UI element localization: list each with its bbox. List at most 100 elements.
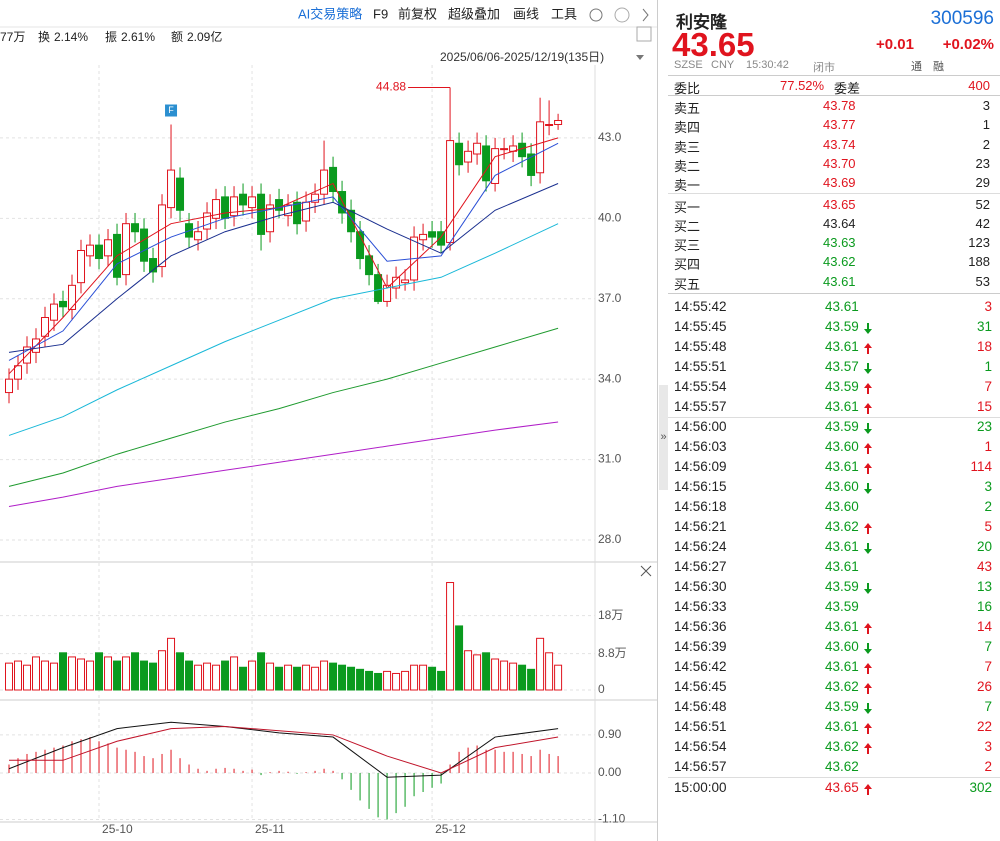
tick-price: 43.65 — [825, 780, 859, 795]
book-price: 43.62 — [823, 254, 856, 270]
volume-bar — [302, 664, 311, 691]
help-icon[interactable] — [614, 7, 630, 23]
panel-rule — [668, 95, 1000, 96]
volume-bar — [464, 650, 473, 691]
candle-body — [167, 169, 176, 209]
volume-bar — [23, 664, 32, 691]
moving-average — [8, 183, 559, 353]
book-price: 43.64 — [823, 215, 856, 231]
tick-arrow — [864, 442, 872, 454]
volume-bar — [122, 656, 131, 691]
tick-time: 14:55:45 — [674, 319, 727, 334]
tick-arrow — [864, 542, 872, 554]
last-price: 43.65 — [672, 26, 755, 63]
volume-bar — [50, 662, 59, 691]
annotation-text: F — [168, 105, 174, 115]
toolbar-item[interactable]: 超级叠加 — [448, 6, 500, 21]
tick-arrow — [864, 742, 872, 754]
volume-bar — [392, 672, 401, 691]
candle-body — [347, 209, 356, 233]
quote-panel: 利安隆 300596 43.65 +0.01 +0.02% SZSE CNY 15:30:42… — [668, 0, 1000, 841]
tick-time: 14:56:42 — [674, 659, 727, 674]
tick-time: 14:55:57 — [674, 399, 727, 414]
badge[interactable]: 融 — [933, 61, 944, 73]
y-tick-label: 18万 — [598, 608, 623, 622]
volume-bar — [446, 582, 455, 691]
tick-arrow — [864, 422, 872, 434]
volume-bar — [455, 625, 464, 691]
candle-body — [338, 191, 347, 214]
candle-body — [383, 284, 392, 302]
expand-icon[interactable] — [642, 8, 649, 22]
volume-bar — [491, 658, 500, 691]
ratio-label: 委比 — [674, 81, 701, 96]
volume-bar — [320, 660, 329, 691]
tick-time: 14:56:18 — [674, 499, 727, 514]
volume-bar — [356, 668, 365, 691]
high-label: 44.88 — [376, 80, 406, 94]
settings-icon[interactable] — [589, 8, 603, 22]
book-price: 43.61 — [823, 273, 856, 289]
toolbar-item[interactable]: 画线 — [513, 6, 539, 21]
info-value: 2.09亿 — [187, 29, 222, 44]
tick-price: 43.61 — [825, 299, 859, 314]
candle-body — [554, 119, 563, 126]
tick-volume: 7 — [984, 699, 992, 714]
tick-price: 43.59 — [825, 579, 859, 594]
candle-body — [518, 142, 527, 158]
wp-icon[interactable] — [636, 26, 652, 42]
moving-average — [8, 327, 559, 487]
candle-body — [320, 169, 329, 195]
tick-price: 43.61 — [825, 399, 859, 414]
collapse-handle[interactable]: » — [659, 385, 668, 490]
y-tick-label: 37.0 — [598, 291, 622, 305]
toolbar-item[interactable]: 前复权 — [398, 6, 437, 21]
candle-body — [104, 239, 113, 257]
volume-bar — [239, 666, 248, 691]
book-volume: 23 — [975, 155, 990, 171]
x-tick-label: 25-10 — [102, 822, 133, 836]
candle-body — [302, 201, 311, 222]
volume-bar — [410, 664, 419, 691]
tick-time: 14:56:27 — [674, 559, 727, 574]
volume-bar — [14, 660, 23, 691]
tick-arrow — [864, 342, 872, 354]
info-value: 2.14% — [54, 30, 88, 44]
book-label: 买二 — [674, 218, 701, 234]
candle-body — [5, 378, 14, 394]
badge[interactable]: 通 — [911, 61, 922, 73]
toolbar-item[interactable]: AI交易策略 — [298, 6, 362, 21]
panel-rule — [668, 293, 1000, 294]
book-label: 卖一 — [674, 178, 701, 194]
toolbar-item[interactable]: F9 — [373, 6, 388, 21]
candle-body — [374, 274, 383, 302]
close-icon[interactable] — [640, 565, 652, 577]
tick-time: 14:56:09 — [674, 459, 727, 474]
tick-arrow — [864, 402, 872, 414]
volume-bar — [428, 666, 437, 691]
tick-volume: 1 — [984, 359, 992, 374]
toolbar-item[interactable]: 工具 — [551, 6, 577, 21]
tick-price: 43.62 — [825, 739, 859, 754]
tick-arrow — [864, 702, 872, 714]
volume-bar — [437, 670, 446, 691]
book-volume: 2 — [982, 136, 990, 152]
candle-body — [545, 124, 554, 127]
annotation-box — [165, 104, 178, 117]
candle-body — [86, 244, 95, 257]
dropdown-icon[interactable] — [636, 55, 644, 60]
volume-bar — [158, 650, 167, 691]
tick-volume: 7 — [984, 379, 992, 394]
candle-body — [203, 212, 212, 230]
tick-price: 43.59 — [825, 319, 859, 334]
x-tick-label: 25-11 — [255, 822, 285, 836]
tick-time: 14:55:42 — [674, 299, 727, 314]
volume-bar — [500, 660, 509, 691]
tick-time: 14:55:54 — [674, 379, 727, 394]
candle-body — [284, 204, 293, 217]
book-volume: 42 — [975, 215, 990, 231]
volume-bar — [41, 660, 50, 691]
tick-volume: 7 — [984, 659, 992, 674]
tick-volume: 5 — [984, 519, 992, 534]
volume-bar — [257, 652, 266, 691]
